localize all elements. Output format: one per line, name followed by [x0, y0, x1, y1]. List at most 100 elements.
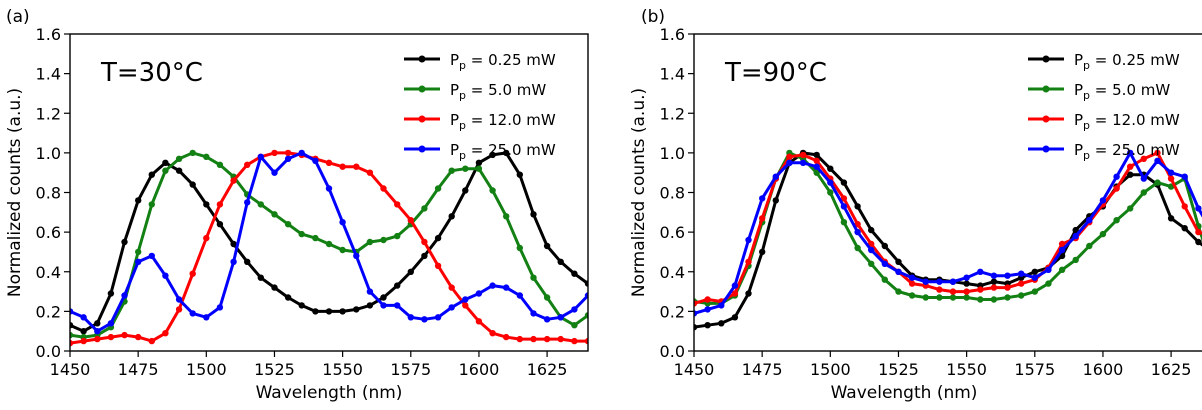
- data-point: [421, 238, 428, 246]
- data-point: [827, 165, 834, 172]
- y-tick-label: 1.4: [660, 65, 685, 84]
- data-point: [284, 221, 292, 228]
- x-tick-label: 1500: [186, 360, 227, 379]
- data-point: [421, 205, 428, 212]
- data-point: [557, 335, 564, 343]
- x-tick-label: 1550: [946, 360, 987, 379]
- data-point: [394, 201, 401, 208]
- data-point: [148, 337, 155, 345]
- data-point: [394, 302, 401, 309]
- data-point: [745, 236, 752, 244]
- data-point: [813, 151, 820, 159]
- plot-area: [694, 149, 1202, 331]
- data-point: [271, 169, 278, 176]
- data-point: [462, 165, 469, 172]
- data-point: [94, 320, 101, 327]
- data-point: [772, 197, 779, 204]
- data-point: [107, 333, 115, 341]
- legend-marker: [418, 115, 426, 123]
- legend-marker: [418, 145, 426, 153]
- data-point: [963, 288, 970, 295]
- data-point: [854, 203, 861, 210]
- data-point: [230, 240, 237, 248]
- data-point: [325, 240, 333, 248]
- x-tick-label: 1450: [674, 360, 715, 379]
- legend-marker: [418, 85, 426, 93]
- data-point: [759, 248, 766, 256]
- data-point: [203, 201, 210, 208]
- data-point: [530, 335, 537, 343]
- data-point: [1058, 266, 1066, 273]
- x-tick-label: 1625: [527, 360, 568, 379]
- data-point: [1140, 155, 1148, 162]
- data-point: [135, 248, 142, 256]
- y-tick-label: 0.6: [36, 223, 61, 242]
- data-point: [731, 290, 739, 297]
- data-point: [407, 314, 414, 321]
- legend: Pp = 0.25 mW Pp = 5.0 mW Pp = 12.0 mW Pp = …: [404, 51, 556, 162]
- data-point: [1140, 189, 1148, 196]
- data-point: [407, 217, 414, 224]
- data-point: [786, 159, 793, 166]
- data-point: [949, 278, 957, 285]
- data-point: [80, 314, 87, 321]
- data-point: [543, 335, 551, 343]
- data-point: [121, 331, 128, 339]
- data-point: [516, 171, 523, 178]
- y-tick-label: 0.0: [660, 342, 685, 361]
- data-point: [434, 234, 442, 242]
- data-point: [298, 230, 305, 238]
- data-point: [339, 308, 346, 315]
- data-point: [366, 238, 374, 246]
- data-point: [257, 153, 264, 160]
- y-tick-label: 0.6: [660, 223, 685, 242]
- data-point: [1113, 185, 1120, 192]
- data-point: [353, 306, 360, 313]
- data-point: [339, 219, 346, 226]
- data-point: [366, 288, 374, 295]
- y-tick-label: 1.2: [36, 104, 61, 123]
- data-point: [516, 335, 523, 343]
- data-point: [503, 149, 510, 157]
- y-tick-label: 0.4: [660, 263, 685, 282]
- data-point: [977, 286, 984, 293]
- data-point: [257, 274, 264, 281]
- temperature-annotation: T=90°C: [724, 58, 827, 88]
- series-4: [694, 149, 1202, 317]
- data-point: [813, 157, 820, 164]
- data-point: [922, 278, 929, 285]
- data-point: [407, 268, 414, 275]
- data-point: [571, 306, 578, 313]
- data-point: [936, 278, 943, 285]
- data-point: [694, 300, 698, 307]
- data-point: [107, 320, 115, 327]
- data-point: [881, 242, 888, 250]
- data-point: [448, 213, 455, 220]
- data-point: [475, 318, 483, 325]
- data-point: [1072, 226, 1079, 234]
- data-point: [244, 199, 251, 206]
- data-point: [148, 171, 155, 178]
- data-point: [1195, 205, 1202, 212]
- data-point: [854, 244, 861, 252]
- data-point: [70, 331, 74, 339]
- data-point: [380, 185, 387, 192]
- data-point: [949, 294, 957, 301]
- data-point: [813, 169, 820, 176]
- data-point: [121, 292, 128, 299]
- y-axis-label: Normalized counts (a.u.): [629, 88, 649, 297]
- data-point: [189, 181, 196, 188]
- data-point: [148, 252, 155, 260]
- data-point: [963, 294, 970, 301]
- data-point: [312, 308, 319, 315]
- data-point: [1181, 203, 1188, 210]
- data-point: [475, 165, 483, 172]
- y-tick-label: 1.2: [660, 104, 685, 123]
- legend: Pp = 0.25 mW Pp = 5.0 mW Pp = 12.0 mW Pp = …: [1028, 51, 1180, 162]
- data-point: [704, 322, 711, 329]
- data-point: [1167, 215, 1175, 222]
- data-point: [284, 294, 292, 301]
- data-point: [1195, 228, 1202, 236]
- data-point: [462, 296, 469, 303]
